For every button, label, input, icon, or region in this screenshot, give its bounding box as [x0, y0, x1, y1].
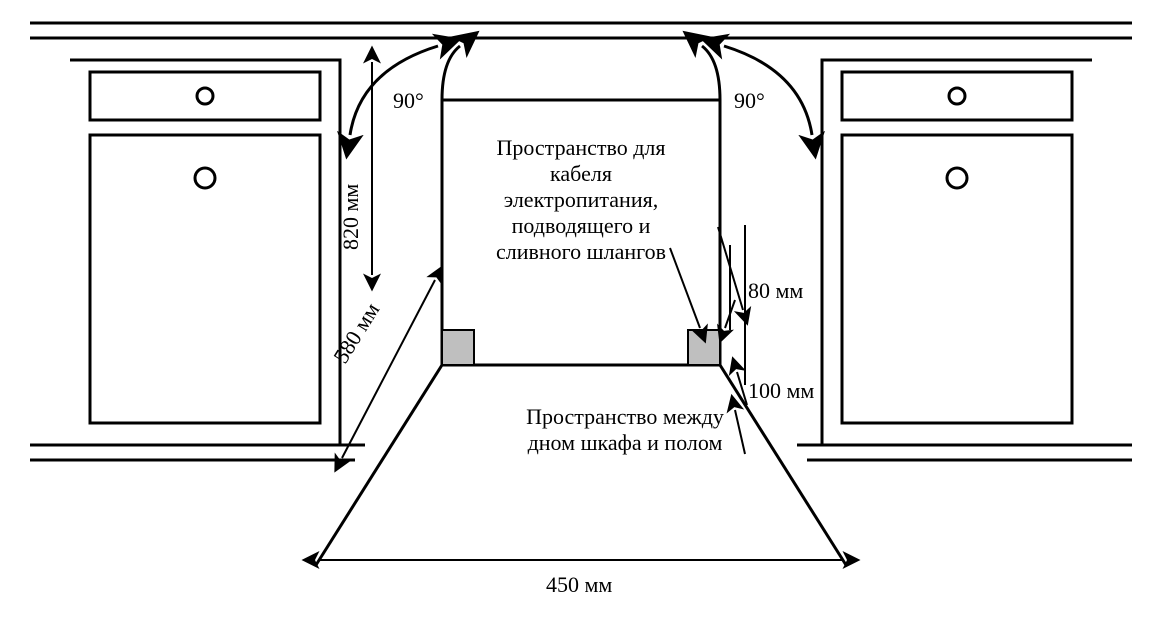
label-cable-l2: кабеля	[550, 161, 612, 186]
label-cable-l3: электропитания,	[504, 187, 658, 212]
label-cable-l1: Пространство для	[496, 135, 665, 160]
label-angle-left: 90°	[393, 88, 424, 113]
label-cable-l5: сливного шлангов	[496, 239, 666, 264]
labels: 90° 90° 820 мм 580 мм 80 мм 100 мм 450 м…	[328, 88, 814, 597]
leader-cable-space	[670, 248, 700, 328]
hatched-clearance	[442, 330, 720, 365]
label-angle-right: 90°	[734, 88, 765, 113]
label-450: 450 мм	[546, 572, 612, 597]
countertop-top	[30, 23, 1132, 38]
leader-floor-gap	[735, 410, 745, 454]
label-floor-l1: Пространство между	[526, 404, 724, 429]
label-cable-l4: подводящего и	[512, 213, 651, 238]
label-floor-l2: дном шкафа и полом	[528, 430, 723, 455]
label-80: 80 мм	[748, 278, 803, 303]
left-cabinet	[70, 60, 340, 445]
label-100: 100 мм	[748, 378, 814, 403]
label-580: 580 мм	[328, 298, 384, 368]
dim-580	[342, 280, 435, 458]
label-820: 820 мм	[338, 184, 363, 250]
right-cabinet	[822, 60, 1092, 445]
installation-diagram: 90° 90° 820 мм 580 мм 80 мм 100 мм 450 м…	[0, 0, 1162, 623]
